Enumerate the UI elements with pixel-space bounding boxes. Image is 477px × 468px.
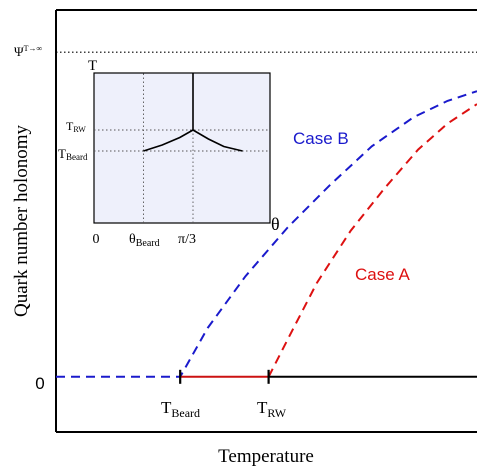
x-tick-label-t-beard-sub: Beard: [171, 406, 200, 420]
asymptote-label-main: Ψ: [14, 44, 24, 59]
x-axis-label: Temperature: [218, 446, 314, 467]
main-series-line-0: [56, 90, 477, 378]
main-plot-area: [56, 51, 477, 384]
inset-x-tick-theta-main: θ: [129, 232, 136, 247]
inset-background: [93, 72, 271, 224]
annotation-case-a: Case A: [355, 265, 410, 284]
inset-y-tick-t-beard-main: T: [58, 146, 66, 161]
asymptote-label: ΨT→∞: [14, 44, 42, 59]
annotation-case-b: Case B: [293, 129, 349, 148]
x-tick-label-t-rw-sub: RW: [267, 406, 286, 420]
inset-plot-area: [94, 73, 270, 223]
inset-y-tick-t-beard: TBeard: [58, 146, 88, 162]
inset-x-tick-theta-sub: Beard: [136, 238, 160, 249]
x-tick-label-t-rw: TRW: [257, 398, 287, 420]
inset-curve-2: [192, 129, 243, 152]
inset-y-tick-t-rw-sub: RW: [73, 125, 86, 134]
x-tick-label-t-beard-main: T: [161, 398, 172, 417]
asymptote-label-sup: T→∞: [24, 44, 43, 53]
inset-x-tick-theta-beard: θBeard: [129, 232, 160, 249]
inset-y-tick-t-rw: TRW: [66, 119, 86, 134]
x-tick-label-t-rw-main: T: [257, 398, 268, 417]
inset-x-axis-label: θ: [271, 214, 280, 234]
y-tick-label-zero: 0: [35, 374, 44, 393]
x-tick-label-t-beard: TBeard: [161, 398, 200, 420]
inset-x-tick-pi3: π/3: [178, 232, 196, 247]
inset-y-axis-label: T: [88, 58, 97, 74]
inset-y-tick-t-beard-sub: Beard: [66, 152, 88, 162]
main-series-line-1: [267, 103, 477, 378]
inset-y-tick-t-rw-main: T: [66, 119, 74, 133]
inset-x-tick-0: 0: [93, 232, 100, 247]
y-axis-label: Quark number holonomy: [11, 124, 32, 317]
inset-curve-1: [143, 129, 194, 152]
